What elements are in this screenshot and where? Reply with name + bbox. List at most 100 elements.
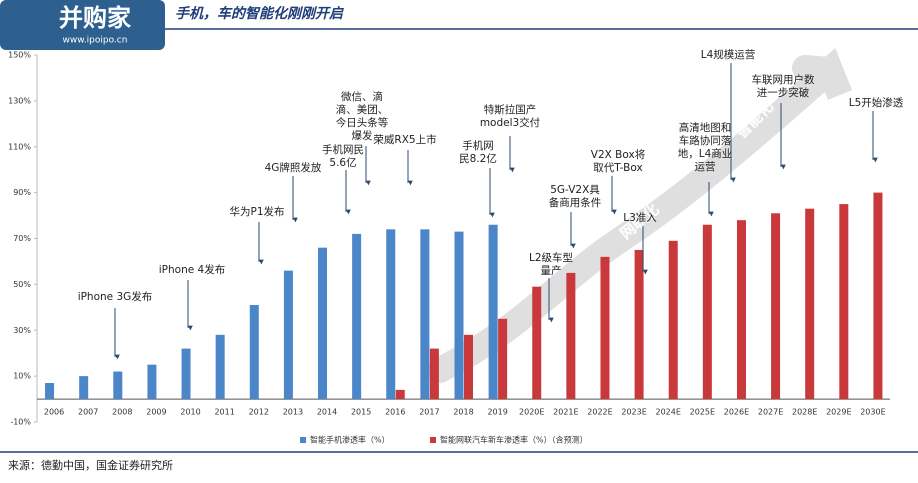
x-tick-label: 2015 [351, 408, 371, 417]
bar [805, 208, 815, 400]
y-tick-label: 110% [8, 142, 31, 151]
x-tick-label: 2020E [519, 408, 544, 417]
bar [429, 348, 439, 400]
x-tick-label: 2024E [656, 408, 681, 417]
bar [532, 286, 542, 400]
bar [352, 233, 362, 400]
annotation: L2级车型 [529, 251, 573, 264]
x-tick-label: 2017 [419, 408, 439, 417]
legend-swatch [430, 437, 436, 443]
x-tick-label: 2007 [78, 408, 98, 417]
annotation: 手机网 [462, 139, 494, 152]
annotation: L4规模运营 [701, 48, 756, 61]
logo-bg [0, 0, 165, 50]
y-tick-label: 50% [13, 280, 31, 289]
annotation: 手机网民 [322, 143, 364, 156]
chart-title: 手机，车的智能化刚刚开启 [175, 5, 344, 22]
annotation: 进一步突破 [757, 86, 810, 99]
bar [498, 318, 508, 400]
x-tick-label: 2029E [826, 408, 851, 417]
annotation: 取代T-Box [593, 162, 642, 174]
x-tick-label: 2008 [112, 408, 132, 417]
legend-swatch [300, 437, 306, 443]
annotation: 爆发 [352, 129, 373, 142]
bar [464, 334, 473, 400]
annotation: 微信、滴 [341, 90, 383, 103]
annotation: 5G-V2X具 [550, 184, 600, 196]
bar [771, 213, 781, 400]
x-tick-label: 2028E [792, 408, 817, 417]
annotation: V2X Box将 [591, 149, 645, 161]
legend-label: 智能手机渗透率（%） [310, 435, 390, 445]
annotation: 车路协同落 [679, 134, 732, 147]
annotation: 民8.2亿 [459, 152, 497, 165]
bar [45, 383, 55, 400]
y-tick-label: 10% [13, 372, 31, 381]
annotation: iPhone 4发布 [159, 263, 225, 276]
x-tick-label: 2011 [214, 408, 234, 417]
bar [600, 256, 610, 400]
x-tick-label: 2025E [690, 408, 715, 417]
x-tick-label: 2019 [487, 408, 507, 417]
bar [181, 348, 191, 400]
bar [454, 231, 464, 400]
trend-band [427, 47, 853, 383]
y-tick-label: 30% [13, 326, 31, 335]
x-tick-label: 2018 [453, 408, 473, 417]
x-tick-label: 2016 [385, 408, 405, 417]
bar [668, 240, 678, 400]
annotation: 5.6亿 [329, 156, 356, 169]
bar [79, 376, 89, 400]
bar [420, 229, 430, 400]
bar [113, 371, 123, 400]
x-tick-label: 2027E [758, 408, 783, 417]
annotation: 华为P1发布 [229, 205, 284, 218]
annotation: 运营 [695, 160, 716, 173]
annotation: model3交付 [480, 116, 540, 129]
x-tick-label: 2022E [587, 408, 612, 417]
x-tick-label: 2009 [146, 408, 166, 417]
annotation: 地，L4商业 [678, 147, 733, 160]
annotation: iPhone 3G发布 [78, 290, 153, 303]
annotation: 4G牌照发放 [265, 161, 322, 174]
bar [839, 204, 849, 400]
y-tick-label: 70% [13, 234, 31, 243]
y-tick-label: -10% [10, 418, 31, 427]
y-tick-label: 150% [8, 51, 31, 60]
logo-url: www.ipoipo.cn [63, 36, 128, 46]
bar [249, 305, 259, 400]
x-tick-label: 2030E [860, 408, 885, 417]
x-tick-label: 2006 [44, 408, 64, 417]
x-tick-label: 2013 [283, 408, 303, 417]
annotation: 今日头条等 [336, 116, 389, 129]
bar [395, 389, 405, 400]
bar [318, 247, 328, 400]
x-tick-label: 2021E [553, 408, 578, 417]
annotation: 特斯拉国产 [484, 103, 537, 116]
x-tick-label: 2012 [249, 408, 269, 417]
source: 来源：德勤中国，国金证券研究所 [8, 458, 173, 472]
bar [386, 229, 396, 400]
x-tick-label: 2023E [621, 408, 646, 417]
annotation: 量产 [541, 264, 562, 277]
annotation: 滴、美团、 [336, 103, 389, 116]
annotation: 荣威RX5上市 [373, 133, 436, 146]
bar [873, 192, 883, 400]
annotation: L3准入 [623, 212, 657, 224]
x-tick-label: 2026E [724, 408, 749, 417]
bar [566, 272, 576, 400]
annotation: 车联网用户数 [752, 73, 815, 86]
bar [488, 224, 498, 400]
y-tick-label: 130% [8, 96, 31, 105]
bar [702, 224, 712, 400]
legend-label: 智能网联汽车新车渗透率（%）（含预测） [440, 435, 588, 445]
annotation: 高清地图和 [679, 121, 732, 134]
bar [283, 270, 293, 400]
bar [736, 220, 746, 400]
annotation: 备商用条件 [549, 196, 602, 209]
x-tick-label: 2010 [180, 408, 200, 417]
bar [147, 364, 157, 400]
logo-text: 并购家 [59, 4, 131, 32]
bar [215, 334, 225, 400]
